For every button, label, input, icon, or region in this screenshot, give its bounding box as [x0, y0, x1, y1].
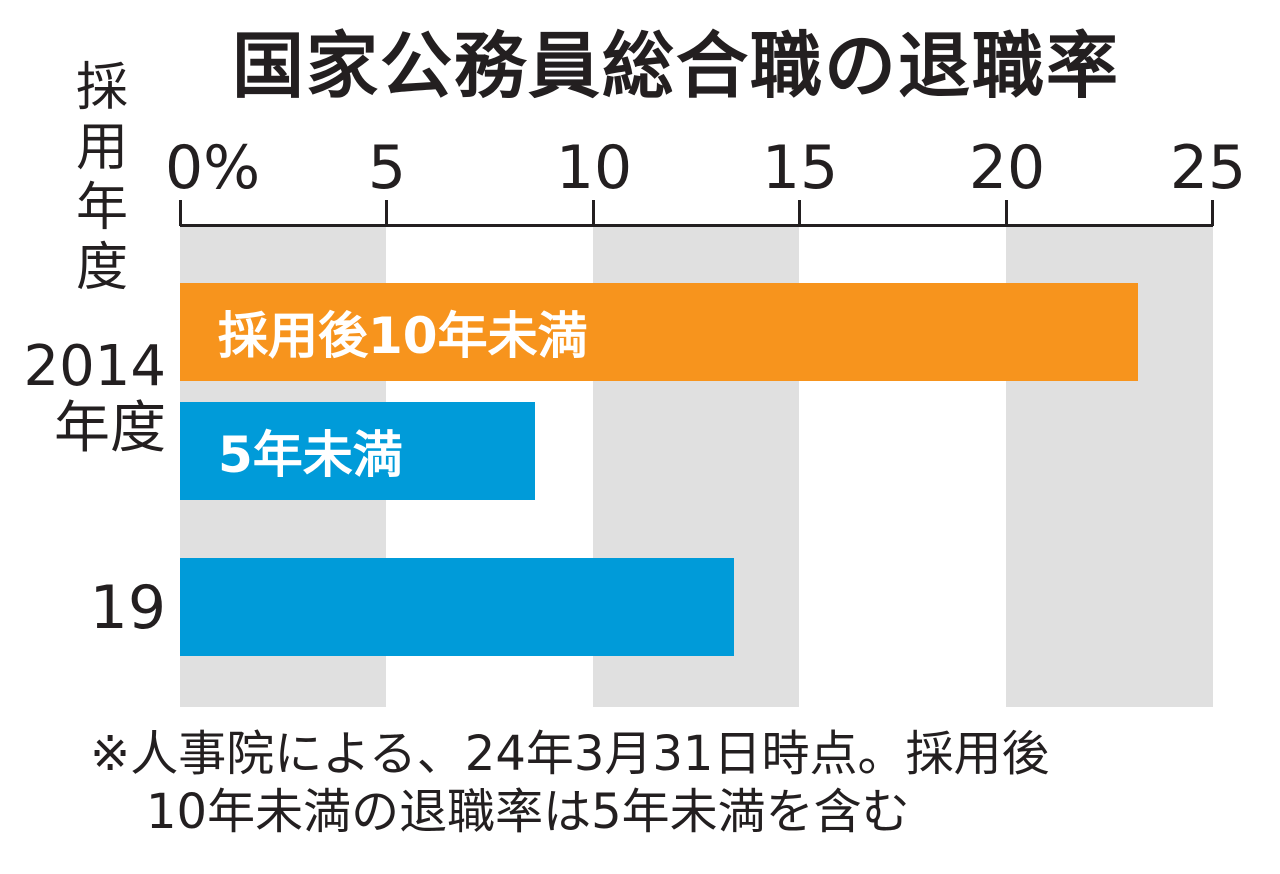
category-label-2019: 19: [89, 573, 166, 643]
x-tick-label: 15: [761, 133, 839, 203]
x-tick-label: 20: [968, 133, 1046, 203]
x-tick-label: 10: [555, 133, 633, 203]
y-axis-label-char: 採: [75, 58, 128, 118]
bar-2014-under-10-years: 採用後10年未満: [180, 283, 1138, 381]
footnote-line-2: 10年未満の退職率は5年未満を含む: [146, 784, 910, 840]
category-year: 2014: [23, 334, 166, 399]
bar-label: 5年未満: [218, 426, 403, 484]
bar-2019-under-5-years: [180, 558, 734, 656]
footnote-line-1: ※人事院による、24年3月31日時点。採用後: [90, 726, 1050, 782]
category-label-2014: 2014 年度: [23, 336, 166, 460]
x-tick-label: 5: [367, 133, 407, 203]
x-tick: [1211, 200, 1214, 226]
chart-title: 国家公務員総合職の退職率: [232, 24, 1121, 108]
y-axis-label-char: 度: [75, 238, 128, 298]
x-tick: [385, 200, 388, 226]
x-tick: [1005, 200, 1008, 226]
y-axis-label-char: 年: [75, 178, 128, 238]
x-tick: [798, 200, 801, 226]
x-axis-line: [180, 224, 1213, 227]
bar-label: 採用後10年未満: [218, 307, 588, 365]
x-tick-label: 0%: [165, 133, 261, 203]
footnote: ※人事院による、24年3月31日時点。採用後 10年未満の退職率は5年未満を含む: [90, 725, 1049, 841]
category-suffix: 年度: [54, 396, 166, 461]
x-tick: [179, 200, 182, 226]
x-tick-label: 25: [1169, 133, 1247, 203]
y-axis-label: 採 用 年 度: [70, 58, 134, 298]
y-axis-label-char: 用: [75, 118, 128, 178]
x-tick: [592, 200, 595, 226]
bar-2014-under-5-years: 5年未満: [180, 402, 535, 500]
